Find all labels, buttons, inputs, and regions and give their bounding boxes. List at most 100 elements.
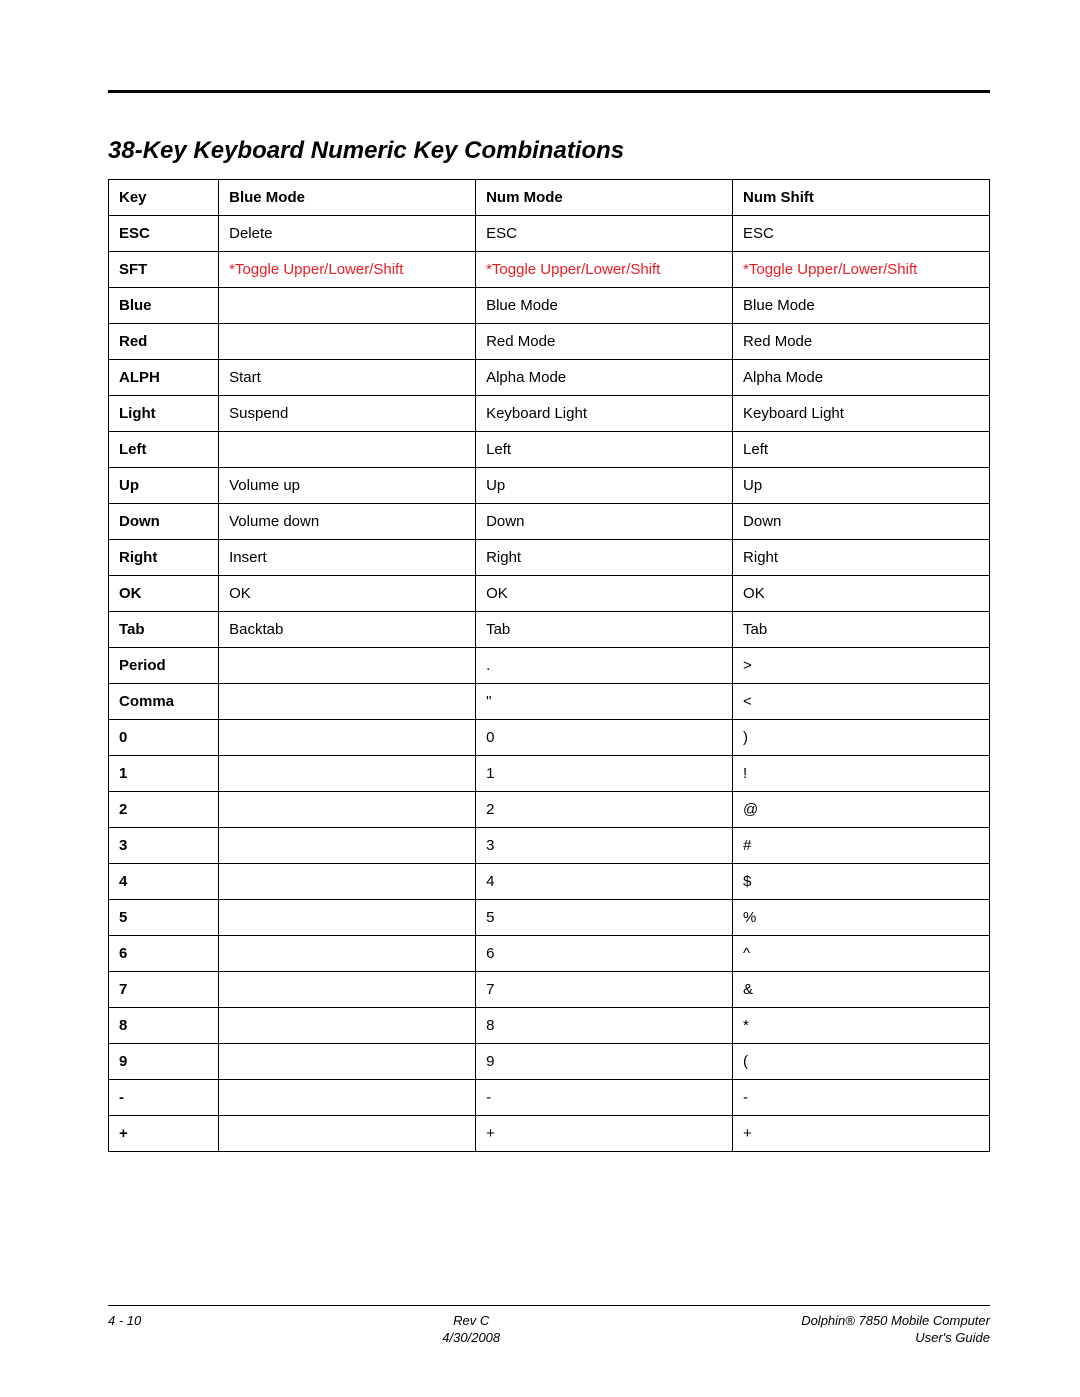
cell-key: SFT	[109, 252, 219, 288]
cell-num-shift: Keyboard Light	[733, 396, 990, 432]
cell-key: Tab	[109, 612, 219, 648]
cell-key: ESC	[109, 216, 219, 252]
cell-num-shift: Blue Mode	[733, 288, 990, 324]
cell-blue-mode	[219, 648, 476, 684]
cell-num-shift: !	[733, 756, 990, 792]
cell-blue-mode	[219, 432, 476, 468]
top-rule	[108, 90, 990, 93]
cell-blue-mode	[219, 900, 476, 936]
table-row: 11!	[109, 756, 990, 792]
table-row: 5 5%	[109, 900, 990, 936]
cell-num-mode: ESC	[476, 216, 733, 252]
cell-key: Comma	[109, 684, 219, 720]
cell-num-shift: Red Mode	[733, 324, 990, 360]
cell-num-shift: OK	[733, 576, 990, 612]
cell-num-mode: 4	[476, 864, 733, 900]
cell-key: 9	[109, 1044, 219, 1080]
cell-blue-mode	[219, 1116, 476, 1152]
cell-key: Up	[109, 468, 219, 504]
cell-num-shift: $	[733, 864, 990, 900]
cell-blue-mode: Delete	[219, 216, 476, 252]
col-header-num-shift: Num Shift	[733, 180, 990, 216]
cell-key: Period	[109, 648, 219, 684]
table-row: TabBacktabTabTab	[109, 612, 990, 648]
table-row: 77&	[109, 972, 990, 1008]
cell-key: Light	[109, 396, 219, 432]
table-row: 44$	[109, 864, 990, 900]
table-row: Comma"<	[109, 684, 990, 720]
cell-key: ALPH	[109, 360, 219, 396]
cell-num-shift: -	[733, 1080, 990, 1116]
table-row: Period.>	[109, 648, 990, 684]
cell-num-shift: Right	[733, 540, 990, 576]
cell-key: OK	[109, 576, 219, 612]
cell-num-mode: .	[476, 648, 733, 684]
table-row: SFT*Toggle Upper/Lower/Shift*Toggle Uppe…	[109, 252, 990, 288]
cell-key: Red	[109, 324, 219, 360]
cell-key: 5	[109, 900, 219, 936]
cell-num-shift: )	[733, 720, 990, 756]
footer-revision: Rev C 4/30/2008	[442, 1312, 500, 1347]
cell-num-mode: 3	[476, 828, 733, 864]
cell-blue-mode	[219, 324, 476, 360]
cell-num-mode: Keyboard Light	[476, 396, 733, 432]
cell-num-mode: 2	[476, 792, 733, 828]
cell-num-mode: +	[476, 1116, 733, 1152]
page: 38-Key Keyboard Numeric Key Combinations…	[0, 0, 1080, 1397]
table-row: ---	[109, 1080, 990, 1116]
footer-rev: Rev C	[453, 1313, 489, 1328]
footer-product-name: Dolphin® 7850 Mobile Computer	[801, 1313, 990, 1328]
cell-key: 6	[109, 936, 219, 972]
cell-num-mode: 8	[476, 1008, 733, 1044]
cell-num-shift: *	[733, 1008, 990, 1044]
cell-num-mode: *Toggle Upper/Lower/Shift	[476, 252, 733, 288]
cell-key: +	[109, 1116, 219, 1152]
cell-num-mode: 5	[476, 900, 733, 936]
cell-num-mode: 9	[476, 1044, 733, 1080]
cell-num-mode: Right	[476, 540, 733, 576]
cell-key: 7	[109, 972, 219, 1008]
table-row: UpVolume upUpUp	[109, 468, 990, 504]
cell-key: 2	[109, 792, 219, 828]
cell-num-shift: Down	[733, 504, 990, 540]
cell-num-mode: 7	[476, 972, 733, 1008]
table-row: DownVolume downDownDown	[109, 504, 990, 540]
cell-key: 0	[109, 720, 219, 756]
table-row: 66^	[109, 936, 990, 972]
cell-blue-mode	[219, 1044, 476, 1080]
cell-num-mode: Alpha Mode	[476, 360, 733, 396]
cell-num-shift: Tab	[733, 612, 990, 648]
cell-num-shift: ESC	[733, 216, 990, 252]
cell-blue-mode	[219, 288, 476, 324]
table-row: RightInsertRightRight	[109, 540, 990, 576]
cell-key: Blue	[109, 288, 219, 324]
cell-num-mode: Red Mode	[476, 324, 733, 360]
table-row: Blue Blue ModeBlue Mode	[109, 288, 990, 324]
cell-blue-mode	[219, 756, 476, 792]
cell-key: 4	[109, 864, 219, 900]
cell-blue-mode	[219, 1080, 476, 1116]
cell-num-shift: <	[733, 684, 990, 720]
cell-key: 8	[109, 1008, 219, 1044]
cell-blue-mode	[219, 828, 476, 864]
cell-num-mode: Blue Mode	[476, 288, 733, 324]
cell-num-shift: ^	[733, 936, 990, 972]
table-row: ESCDeleteESCESC	[109, 216, 990, 252]
cell-blue-mode	[219, 792, 476, 828]
cell-blue-mode: *Toggle Upper/Lower/Shift	[219, 252, 476, 288]
cell-blue-mode: Volume down	[219, 504, 476, 540]
cell-key: Right	[109, 540, 219, 576]
cell-blue-mode	[219, 864, 476, 900]
cell-blue-mode	[219, 720, 476, 756]
cell-blue-mode: Insert	[219, 540, 476, 576]
cell-blue-mode	[219, 684, 476, 720]
cell-num-shift: Left	[733, 432, 990, 468]
cell-num-mode: OK	[476, 576, 733, 612]
cell-key: 3	[109, 828, 219, 864]
cell-blue-mode: Start	[219, 360, 476, 396]
cell-num-mode: Up	[476, 468, 733, 504]
cell-key: -	[109, 1080, 219, 1116]
cell-num-shift: #	[733, 828, 990, 864]
cell-key: Down	[109, 504, 219, 540]
cell-num-shift: %	[733, 900, 990, 936]
